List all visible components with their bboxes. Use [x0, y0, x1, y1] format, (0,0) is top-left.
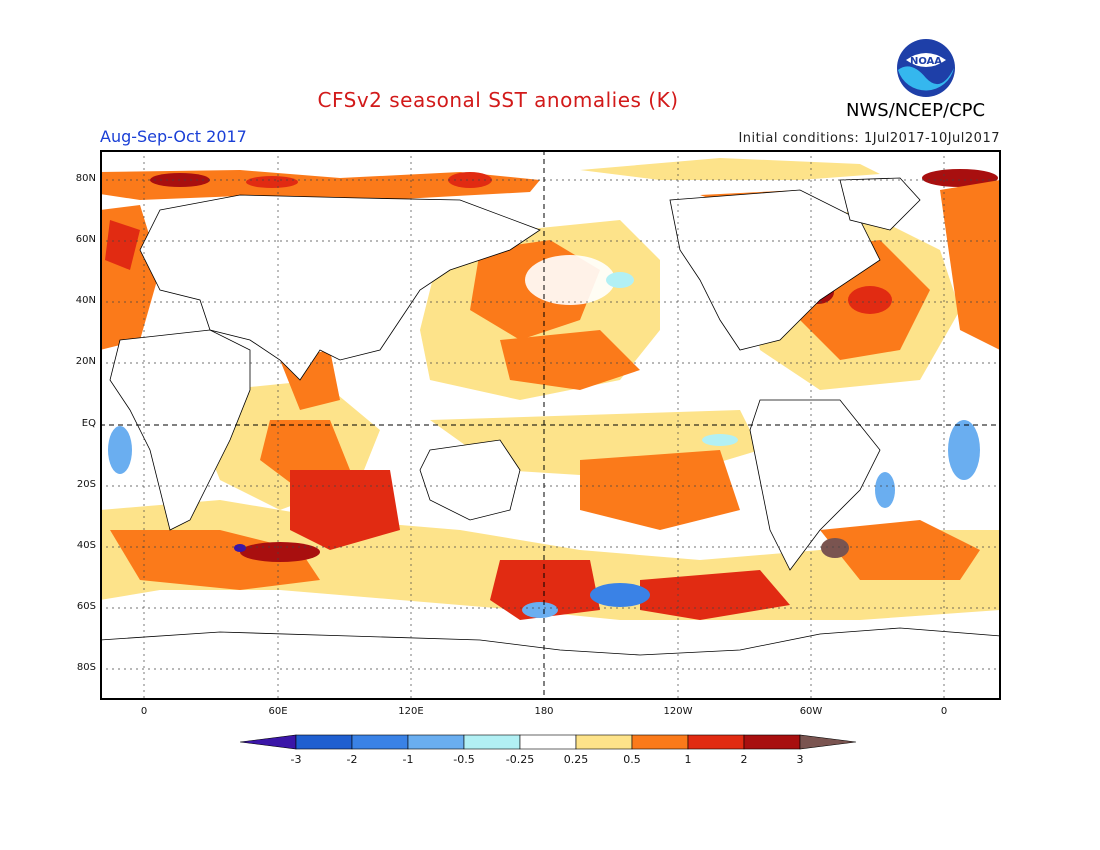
- longitude-label: 60W: [799, 706, 823, 717]
- longitude-label: 0: [940, 706, 948, 717]
- colorbar-segment: [407, 734, 465, 750]
- map-title: CFSv2 seasonal SST anomalies (K): [0, 88, 1100, 112]
- colorbar-tick-label: -0.25: [505, 753, 535, 766]
- colorbar-segment: [687, 734, 745, 750]
- latitude-label: 40N: [75, 295, 96, 306]
- map-frame: [100, 150, 1001, 700]
- colorbar-segment: [631, 734, 689, 750]
- logo-text: NOAA: [910, 56, 942, 67]
- season-label: Aug-Sep-Oct 2017: [100, 127, 247, 146]
- colorbar-segment: [575, 734, 633, 750]
- noaa-logo: NOAA: [897, 39, 955, 97]
- colorbar-tick-label: -1: [402, 753, 414, 766]
- colorbar-tick-label: 1: [684, 753, 692, 766]
- north-america-landmass: [669, 189, 881, 351]
- longitude-label: 60E: [268, 706, 288, 717]
- colorbar-segment: [519, 734, 577, 750]
- colorbar-tick-label: 3: [796, 753, 804, 766]
- latitude-label: 20N: [75, 356, 96, 367]
- longitude-label: 0: [140, 706, 148, 717]
- landmasses: [100, 177, 1001, 700]
- greenland-landmass: [839, 177, 921, 231]
- latitude-label: 40S: [76, 540, 96, 551]
- graticule: [100, 150, 1001, 700]
- longitude-label: 180: [534, 706, 554, 717]
- latitude-label: 60N: [75, 234, 96, 245]
- colorbar-segment: [351, 734, 409, 750]
- antarctica-landmass: [100, 627, 1001, 700]
- latitude-label: 80S: [76, 662, 96, 673]
- map-title-text: CFSv2 seasonal SST anomalies (K): [317, 88, 679, 112]
- latitude-label: EQ: [81, 418, 96, 429]
- colorbar: [240, 734, 857, 750]
- organization-label: NWS/NCEP/CPC: [846, 100, 986, 121]
- australia-landmass: [419, 439, 521, 521]
- colorbar-segment: [295, 734, 353, 750]
- latitude-label: 20S: [76, 479, 96, 490]
- longitude-label: 120W: [663, 706, 693, 717]
- longitude-label: 120E: [398, 706, 424, 717]
- colorbar-segment: [743, 734, 801, 750]
- initial-conditions-label: Initial conditions: 1Jul2017-10Jul2017: [738, 131, 1000, 146]
- colorbar-tick-label: 2: [740, 753, 748, 766]
- colorbar-tick-label: -3: [290, 753, 302, 766]
- latitude-label: 60S: [76, 601, 96, 612]
- colorbar-tick-label: -0.5: [453, 753, 475, 766]
- colorbar-max-triangle: [799, 734, 857, 750]
- colorbar-tick-label: 0.5: [623, 753, 641, 766]
- latitude-label: 80N: [75, 173, 96, 184]
- colorbar-segment: [463, 734, 521, 750]
- colorbar-tick-label: -2: [346, 753, 358, 766]
- colorbar-tick-label: 0.25: [563, 753, 589, 766]
- colorbar-min-triangle: [240, 734, 297, 750]
- sst-anomaly-map: [100, 150, 1001, 700]
- africa-landmass: [109, 329, 251, 531]
